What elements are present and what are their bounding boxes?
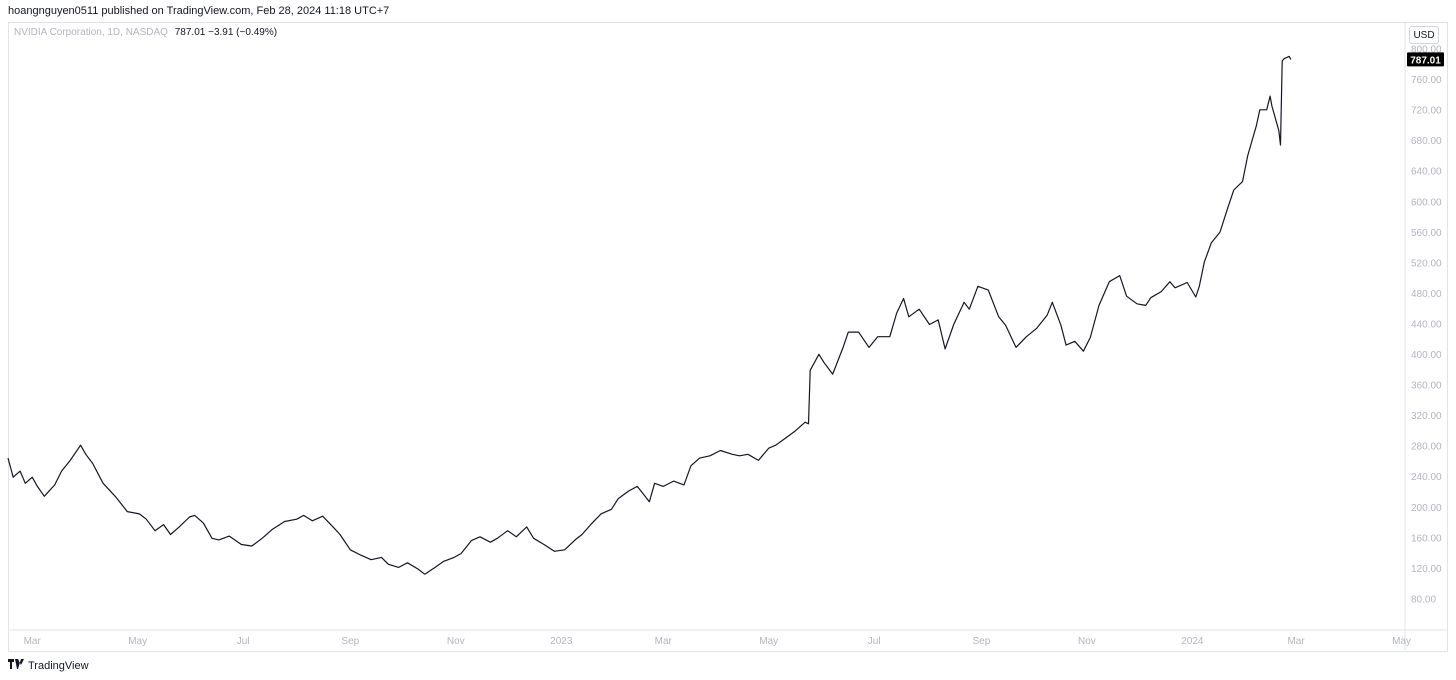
y-tick-label: 200.00 [1411,503,1442,514]
last-price-marker [1407,52,1444,67]
currency-button[interactable]: USD [1409,26,1439,44]
x-tick-label: Nov [1078,636,1096,647]
x-tick-label: Sep [341,636,359,647]
y-tick-label: 320.00 [1411,411,1442,422]
y-tick-label: 600.00 [1411,197,1442,208]
x-tick-label: Jul [237,636,250,647]
y-tick-label: 800.00 [1411,44,1442,55]
y-tick-label: 480.00 [1411,289,1442,300]
x-tick-label: 2024 [1181,636,1204,647]
x-tick-label: Jul [868,636,881,647]
y-tick-label: 160.00 [1411,533,1442,544]
x-tick-label: May [128,636,147,647]
chart-frame[interactable] [8,22,1448,652]
y-tick-label: 280.00 [1411,442,1442,453]
x-tick-label: Mar [1287,636,1305,647]
y-tick-label: 80.00 [1411,594,1436,605]
x-tick-label: Mar [24,636,42,647]
y-tick-label: 640.00 [1411,167,1442,178]
published-text: hoangnguyen0511 published on TradingView… [8,5,390,17]
header-bar: hoangnguyen0511 published on TradingView… [0,0,1456,22]
y-tick-label: 400.00 [1411,350,1442,361]
x-tick-label: 2023 [550,636,573,647]
x-tick-label: Sep [973,636,991,647]
y-tick-label: 680.00 [1411,136,1442,147]
tradingview-logo-icon [8,659,24,672]
y-tick-label: 520.00 [1411,258,1442,269]
y-tick-label: 720.00 [1411,106,1442,117]
x-tick-label: Mar [655,636,673,647]
tradingview-logo[interactable]: TradingView [8,659,89,672]
symbol-legend: NVIDIA Corporation, 1D, NASDAQ 787.01 −3… [14,27,277,38]
last-price-label: 787.01 [1410,55,1441,66]
y-tick-label: 760.00 [1411,75,1442,86]
price-line [7,55,1292,575]
y-tick-label: 440.00 [1411,319,1442,330]
y-tick-label: 560.00 [1411,228,1442,239]
x-tick-label: Nov [447,636,465,647]
y-tick-label: 240.00 [1411,472,1442,483]
y-tick-label: 120.00 [1411,564,1442,575]
x-tick-label: May [759,636,778,647]
ohlc-values: 787.01 −3.91 (−0.49%) [174,27,278,38]
symbol-name: NVIDIA Corporation, 1D, NASDAQ [14,27,168,38]
x-tick-label: May [1392,636,1411,647]
y-tick-label: 360.00 [1411,381,1442,392]
tradingview-logo-text: TradingView [28,659,89,672]
